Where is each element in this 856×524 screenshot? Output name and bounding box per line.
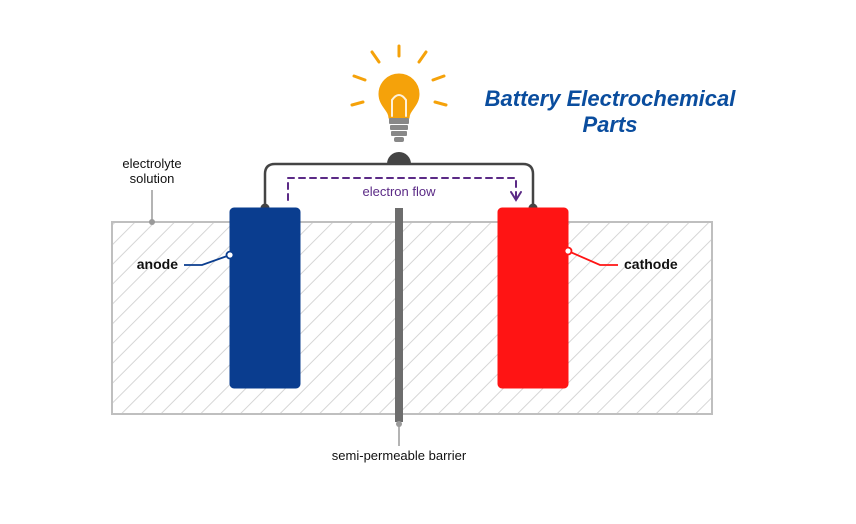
anode <box>230 208 300 388</box>
cathode-leader-dot <box>565 248 572 255</box>
barrier-label: semi-permeable barrier <box>332 448 467 463</box>
lightbulb-icon <box>352 46 446 142</box>
electrolyte-pointer-dot <box>149 219 155 225</box>
electrolyte-label: electrolytesolution <box>122 156 181 186</box>
bulb-socket <box>387 152 411 164</box>
semi-permeable-barrier <box>395 208 403 422</box>
anode-label: anode <box>137 256 178 272</box>
cathode-label: cathode <box>624 256 678 272</box>
diagram-title: Battery ElectrochemicalParts <box>485 86 737 137</box>
anode-leader-dot <box>227 252 234 259</box>
cathode <box>498 208 568 388</box>
electrolyte-container <box>112 222 712 414</box>
electron-flow-label: electron flow <box>363 184 437 199</box>
barrier-pointer-dot <box>396 421 402 427</box>
battery-diagram: Battery ElectrochemicalParts electrolytes… <box>0 0 856 524</box>
